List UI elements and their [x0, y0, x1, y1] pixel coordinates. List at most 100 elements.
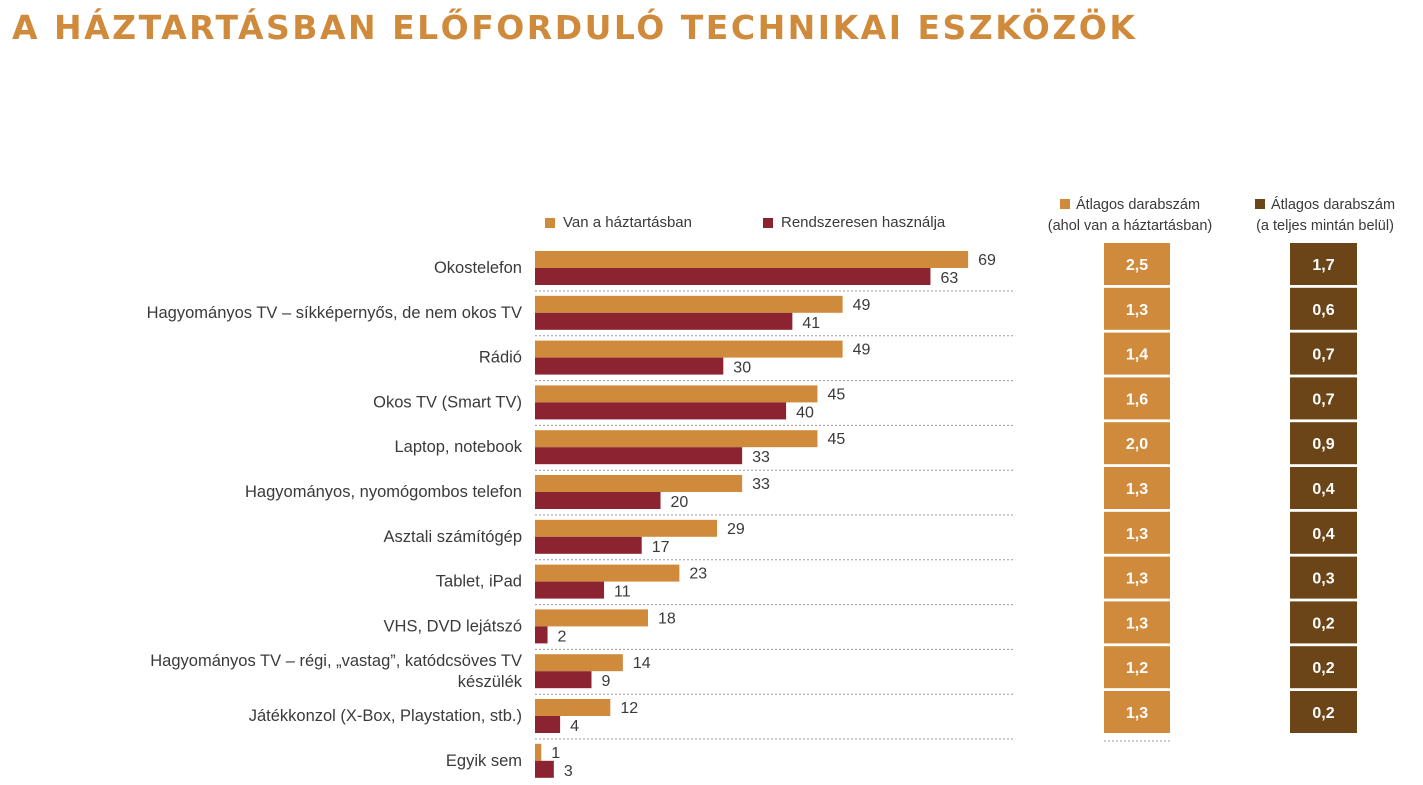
column-swatch-avg-household [1059, 199, 1070, 209]
legend-label-rendszeresen: Rendszeresen használja [781, 214, 946, 231]
legend-swatch-van [545, 217, 555, 228]
bar-rendszeresen [535, 536, 642, 554]
bar-rendszeresen [535, 671, 592, 689]
data-label-rendszeresen: 20 [671, 494, 689, 511]
avg-household-box [1104, 287, 1170, 330]
column-header-avg-total-line1: Átlagos darabszám [1270, 197, 1396, 213]
category-label: Hagyományos TV – síkképernyős, de nem ok… [147, 304, 522, 322]
category-label: Okostelefon [434, 259, 522, 277]
data-label-rendszeresen: 11 [614, 584, 631, 601]
column-header-avg-total: Átlagos darabszám (a teljes mintán belül… [1235, 195, 1415, 237]
avg-total-box-value: 0,7 [1312, 391, 1334, 408]
data-label-rendszeresen: 9 [601, 673, 610, 690]
data-label-van: 14 [633, 655, 651, 672]
avg-total-box [1290, 287, 1357, 330]
data-label-van: 33 [752, 476, 770, 493]
category-label: VHS, DVD lejátszó [384, 617, 522, 635]
bar-van [535, 475, 743, 492]
avg-total-box [1290, 691, 1357, 733]
avg-total-box-value: 0,2 [1312, 705, 1334, 722]
data-label-rendszeresen: 63 [940, 270, 958, 287]
bar-rendszeresen [535, 357, 724, 375]
category-label: Asztali számítógép [384, 528, 522, 546]
avg-household-box-value: 1,3 [1126, 571, 1148, 588]
bar-rendszeresen [535, 760, 554, 778]
avg-total-box [1290, 556, 1357, 599]
bar-rendszeresen [535, 312, 793, 330]
category-label: Játékkonzol (X-Box, Playstation, stb.) [249, 707, 522, 725]
data-label-rendszeresen: 41 [802, 315, 820, 332]
data-label-van: 45 [827, 431, 845, 448]
bar-van [535, 430, 818, 448]
avg-household-box-value: 1,3 [1126, 302, 1148, 319]
data-label-rendszeresen: 30 [733, 360, 751, 377]
avg-total-box-value: 0,9 [1312, 436, 1334, 453]
bar-van [535, 340, 843, 358]
avg-household-box [1104, 243, 1170, 285]
avg-household-box-value: 2,5 [1126, 257, 1148, 274]
data-label-van: 23 [689, 566, 707, 583]
bar-van [535, 251, 969, 268]
avg-household-box [1104, 467, 1170, 509]
column-header-avg-household-line1: Átlagos darabszám [1075, 197, 1201, 213]
avg-total-box [1290, 467, 1357, 509]
bar-van [535, 743, 542, 761]
data-label-van: 49 [853, 342, 871, 359]
legend-item-van: Van a háztartásban [545, 214, 692, 231]
avg-total-box-value: 0,2 [1312, 660, 1334, 677]
bar-rendszeresen [535, 581, 605, 599]
bar-van [535, 564, 680, 582]
avg-household-box [1104, 646, 1170, 689]
bar-van [535, 609, 648, 627]
data-label-van: 12 [620, 700, 638, 717]
avg-household-box [1104, 422, 1170, 465]
bar-van [535, 654, 623, 672]
bar-van [535, 699, 611, 716]
legend-item-rendszeresen: Rendszeresen használja [763, 214, 945, 231]
avg-total-box [1290, 601, 1357, 644]
avg-household-box [1104, 511, 1170, 554]
avg-household-box-value: 1,2 [1126, 660, 1148, 677]
category-label: Hagyományos, nyomógombos telefon [245, 483, 522, 501]
avg-total-box-value: 0,6 [1312, 302, 1334, 319]
avg-household-box-value: 1,3 [1126, 615, 1148, 632]
legend-swatch-rendszeresen [763, 217, 773, 228]
avg-household-box-value: 1,4 [1126, 347, 1148, 364]
data-label-rendszeresen: 33 [752, 449, 770, 466]
avg-total-box [1290, 332, 1357, 375]
avg-total-box-value: 0,3 [1312, 571, 1334, 588]
avg-household-box-value: 1,3 [1126, 705, 1148, 722]
avg-total-box [1290, 511, 1357, 554]
avg-total-box [1290, 422, 1357, 465]
column-header-avg-household: Átlagos darabszám (ahol van a háztartásb… [1030, 195, 1230, 237]
data-label-rendszeresen: 4 [570, 718, 579, 735]
avg-total-box-value: 0,7 [1312, 347, 1334, 364]
legend-label-van: Van a háztartásban [563, 214, 692, 231]
page-title: A HÁZTARTÁSBAN ELŐFORDULÓ TECHNIKAI ESZK… [12, 8, 1138, 47]
avg-household-box-value: 1,3 [1126, 481, 1148, 498]
avg-household-box [1104, 691, 1170, 733]
data-label-van: 69 [978, 252, 996, 269]
avg-total-box [1290, 646, 1357, 689]
data-label-van: 49 [853, 297, 871, 314]
column-header-avg-household-line2: (ahol van a háztartásban) [1047, 218, 1213, 234]
category-label: Tablet, iPad [436, 573, 522, 591]
avg-total-box-value: 1,7 [1312, 257, 1334, 274]
bar-rendszeresen [535, 402, 787, 420]
avg-total-box-value: 0,4 [1312, 481, 1334, 498]
bar-rendszeresen [535, 447, 743, 465]
column-header-avg-total-line2: (a teljes mintán belül) [1256, 218, 1394, 234]
category-label: Egyik sem [446, 752, 522, 770]
data-label-rendszeresen: 3 [564, 763, 573, 780]
bar-van [535, 519, 718, 537]
avg-total-box-value: 0,2 [1312, 615, 1334, 632]
avg-household-box [1104, 556, 1170, 599]
avg-household-box-value: 1,6 [1126, 391, 1148, 408]
avg-household-box [1104, 601, 1170, 644]
category-label: Rádió [479, 349, 522, 367]
data-label-rendszeresen: 17 [652, 539, 670, 556]
avg-total-box [1290, 377, 1357, 420]
bar-rendszeresen [535, 716, 561, 733]
data-label-van: 29 [727, 521, 745, 538]
